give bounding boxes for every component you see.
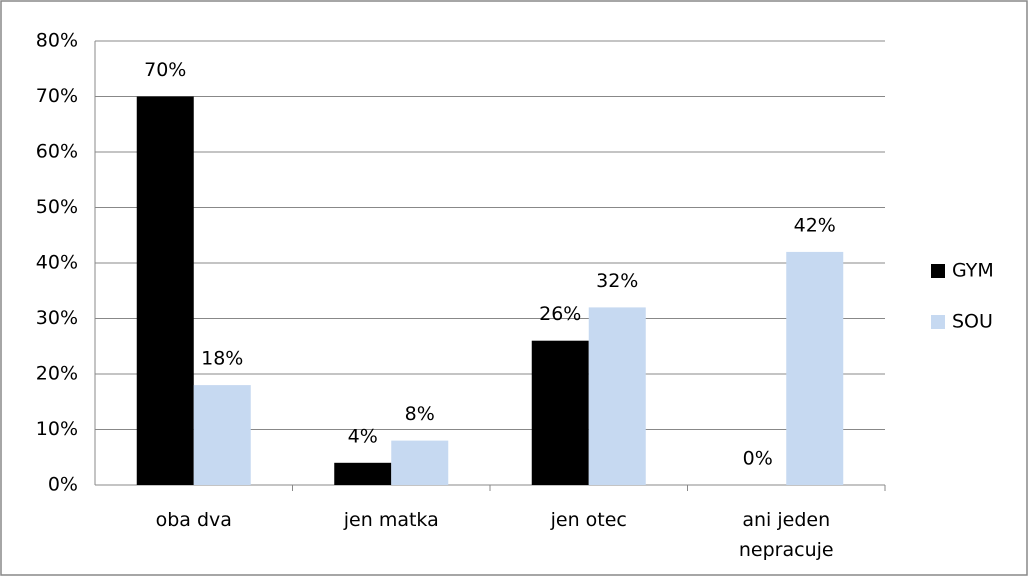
- y-tick-label: 60%: [36, 141, 78, 163]
- value-label: 0%: [743, 448, 773, 470]
- y-tick-label: 50%: [36, 196, 78, 218]
- value-label: 26%: [539, 303, 581, 325]
- bar: [786, 251, 844, 485]
- value-label: 8%: [405, 403, 435, 425]
- y-tick-label: 20%: [36, 363, 78, 385]
- legend-label: GYM: [952, 260, 994, 282]
- bar: [136, 96, 194, 485]
- bar: [588, 307, 646, 485]
- x-tick-label: jen matka: [343, 509, 439, 531]
- y-tick-label: 0%: [48, 474, 78, 496]
- value-label: 18%: [201, 348, 243, 370]
- bar: [193, 385, 251, 485]
- bar: [334, 462, 392, 485]
- bar: [531, 340, 589, 485]
- y-tick-label: 10%: [36, 418, 78, 440]
- value-label: 4%: [348, 425, 378, 447]
- legend-label: SOU: [952, 311, 993, 333]
- x-tick-label: ani jeden nepracuje: [738, 509, 834, 561]
- y-tick-label: 80%: [36, 30, 78, 52]
- value-label: 42%: [794, 214, 836, 236]
- value-label: 70%: [144, 59, 186, 81]
- bar: [391, 440, 449, 485]
- legend-swatch: [931, 315, 945, 329]
- value-label: 32%: [596, 270, 638, 292]
- y-tick-label: 70%: [36, 85, 78, 107]
- y-tick-label: 40%: [36, 252, 78, 274]
- y-tick-label: 30%: [36, 307, 78, 329]
- x-tick-label: oba dva: [155, 509, 232, 531]
- legend-swatch: [931, 264, 945, 278]
- x-tick-label: jen otec: [550, 509, 627, 531]
